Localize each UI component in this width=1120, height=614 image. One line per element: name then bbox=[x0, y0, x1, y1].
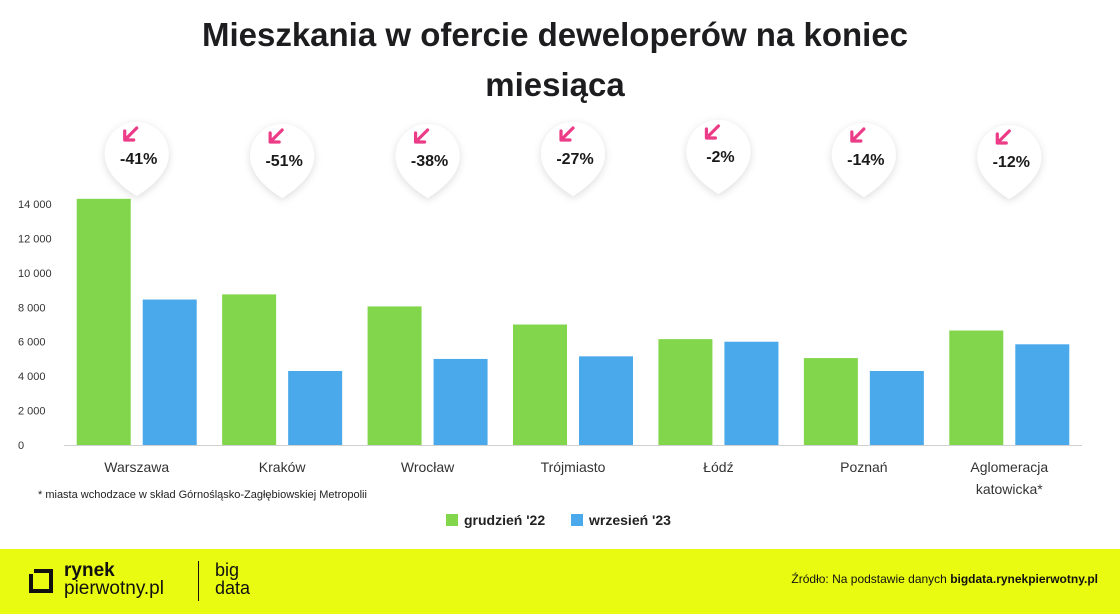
x-tick-label: Kraków bbox=[259, 459, 307, 475]
arrow-down-left-icon bbox=[850, 127, 866, 143]
change-badge bbox=[977, 124, 1042, 199]
arrow-down-left-icon bbox=[413, 128, 430, 144]
bigdata-logo: big data bbox=[215, 561, 250, 597]
bar-chart: 0 2 000 4 000 6 000 8 000 10 000 12 000 14 000 W… bbox=[18, 120, 1082, 497]
bar-series1 bbox=[222, 294, 277, 445]
logo-divider bbox=[198, 561, 199, 601]
x-tick-label: katowicka* bbox=[976, 481, 1043, 497]
change-badge bbox=[541, 122, 605, 196]
bar-series2 bbox=[1015, 344, 1070, 445]
bar-series1 bbox=[367, 306, 422, 445]
source-text: Źródło: Na podstawie danych bigdata.ryne… bbox=[791, 572, 1098, 586]
bar-series1 bbox=[658, 339, 713, 445]
logo-wordmark: rynek pierwotny.pl bbox=[64, 560, 164, 599]
bar-series2 bbox=[869, 370, 924, 445]
change-badge bbox=[250, 124, 315, 198]
bar-series2 bbox=[142, 299, 197, 445]
x-tick-label: Poznań bbox=[840, 459, 887, 475]
change-label: -2% bbox=[706, 149, 734, 166]
y-tick-label: 14 000 bbox=[18, 199, 52, 211]
change-label: -51% bbox=[265, 153, 302, 170]
change-label: -27% bbox=[556, 151, 593, 168]
source-prefix: Źródło: Na podstawie danych bbox=[791, 572, 951, 586]
bar-series1 bbox=[949, 330, 1004, 445]
bar-series2 bbox=[433, 358, 488, 445]
bar-series1 bbox=[803, 358, 858, 445]
bigdata-line1: big bbox=[215, 560, 240, 580]
legend-swatch-series1 bbox=[446, 514, 458, 526]
y-tick-label: 10 000 bbox=[18, 268, 52, 280]
change-badge bbox=[395, 124, 460, 198]
arrow-down-left-icon bbox=[268, 128, 284, 144]
change-badge bbox=[831, 123, 896, 197]
legend-label-series2: wrzesień '23 bbox=[589, 512, 671, 528]
bar-series2 bbox=[724, 341, 779, 445]
change-badge bbox=[686, 120, 751, 194]
x-tick-label: Trójmiasto bbox=[541, 459, 606, 475]
y-tick-label: 8 000 bbox=[18, 302, 46, 314]
y-tick-label: 12 000 bbox=[18, 233, 52, 245]
x-tick-label: Łódź bbox=[703, 459, 733, 475]
legend: grudzień '22 wrzesień '23 bbox=[446, 512, 693, 529]
arrow-down-left-icon bbox=[704, 124, 721, 140]
chart-title-line1: Mieszkania w ofercie deweloperów na koni… bbox=[201, 16, 909, 53]
legend-swatch-series2 bbox=[571, 514, 584, 526]
arrow-down-left-icon bbox=[995, 129, 1011, 145]
change-label: -14% bbox=[847, 152, 884, 169]
y-tick-label: 6 000 bbox=[18, 337, 46, 349]
legend-item-series1: grudzień '22 bbox=[446, 512, 545, 528]
legend-label-series1: grudzień '22 bbox=[464, 512, 546, 528]
change-label: -41% bbox=[120, 151, 157, 168]
change-label: -38% bbox=[411, 153, 448, 170]
logo-line2: pierwotny.pl bbox=[64, 578, 164, 599]
change-badge bbox=[104, 122, 169, 196]
x-tick-label: Warszawa bbox=[104, 459, 169, 475]
change-label: -12% bbox=[993, 154, 1030, 171]
x-tick-label: Aglomeracja bbox=[970, 459, 1048, 475]
bar-series2 bbox=[288, 370, 343, 445]
source-link[interactable]: bigdata.rynekpierwotny.pl bbox=[950, 572, 1098, 586]
chart-title: Mieszkania w ofercie deweloperów na koni… bbox=[0, 10, 1110, 110]
bigdata-line2: data bbox=[215, 578, 251, 598]
y-tick-label: 4 000 bbox=[18, 371, 46, 383]
bar-series2 bbox=[579, 356, 633, 445]
bar-series1 bbox=[513, 324, 567, 445]
arrow-down-left-icon bbox=[559, 126, 575, 142]
y-tick-label: 2 000 bbox=[18, 406, 46, 418]
arrow-down-left-icon bbox=[123, 126, 139, 142]
chart-title-line2: miesiąca bbox=[485, 66, 625, 103]
footer-bar: rynek pierwotny.pl big data Źródło: Na p… bbox=[0, 549, 1120, 614]
bar-series1 bbox=[76, 198, 131, 445]
legend-item-series2: wrzesień '23 bbox=[571, 512, 671, 528]
logo-line1: rynek bbox=[64, 560, 115, 581]
y-tick-label: 0 bbox=[18, 440, 24, 452]
footnote: * miasta wchodzace w skład Górnośląsko-Z… bbox=[38, 489, 367, 501]
rynekpierwotny-logo-icon bbox=[29, 569, 53, 593]
x-tick-label: Wrocław bbox=[401, 459, 455, 475]
